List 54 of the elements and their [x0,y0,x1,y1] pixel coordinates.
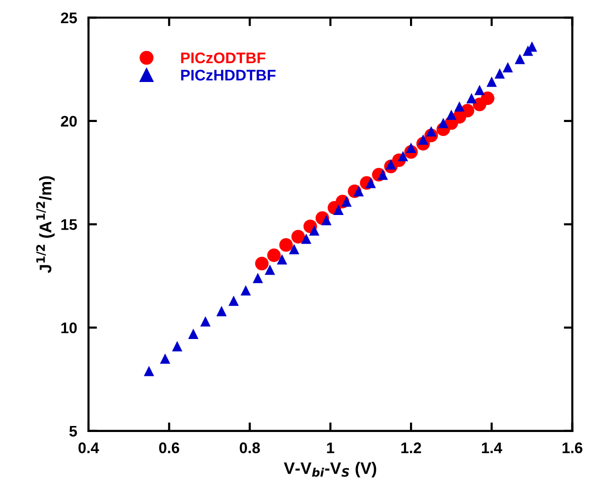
y-tick-label: 5 [69,426,77,437]
y-tick-label: 20 [60,116,77,127]
point [406,142,416,153]
point [144,366,154,376]
point [466,93,477,104]
x-tick-label: 0.4 [78,442,100,454]
point [288,244,300,254]
x-tick-label: 1 [327,442,334,454]
point [255,256,269,270]
point [291,230,305,244]
legend-label: PICzHDDTBF [181,70,276,81]
x-tick-label: 1.4 [482,442,502,454]
point [502,62,513,72]
y-tick-label: 10 [61,322,77,334]
point [486,76,497,87]
point [418,134,428,145]
point [454,101,465,112]
point [240,285,251,296]
point [480,91,494,105]
x-tick-label: 0.6 [159,442,180,454]
point [398,150,408,162]
x-tick-label: 1.6 [562,442,582,454]
point [321,214,332,226]
legend-label: PICzODTBF [181,52,266,64]
point [514,54,526,64]
point [228,296,239,306]
point [366,178,376,188]
point [494,68,505,79]
x-tick-label: 1.2 [401,442,422,454]
point [279,238,293,252]
point [188,328,198,339]
point [160,353,170,364]
point [446,110,456,120]
point [309,225,320,236]
point [172,341,182,352]
y-axis-title: J$^{1/2}$ (A$^{1/2}$/m) [36,176,55,274]
x-tick-label: 0.8 [240,442,260,454]
point [252,272,263,284]
point [276,254,288,265]
point [386,159,396,170]
x-axis-title: V-V$_{bi}$-V$_{S}$ (V) [284,462,376,478]
point [216,306,227,316]
point [353,186,364,196]
point [267,248,281,262]
point [200,316,211,327]
y-tick-label: 25 [60,12,77,24]
point [264,264,276,275]
point [341,196,352,207]
y-tick-label: 15 [61,219,77,230]
point [438,118,448,128]
point [474,84,485,96]
point [333,204,344,215]
point [301,234,312,244]
point [460,104,474,118]
